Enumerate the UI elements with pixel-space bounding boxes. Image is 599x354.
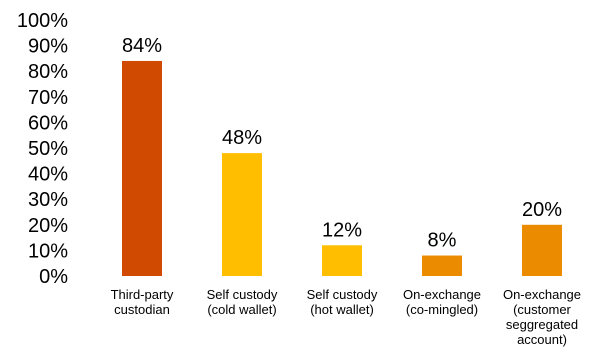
y-tick-label: 40% bbox=[28, 164, 68, 186]
category-label-line: custodian bbox=[114, 302, 170, 317]
y-axis-tick-labels: 0% 10% 20% 30% 40% 50% 60% 70% 80% 90% 100% bbox=[17, 10, 68, 288]
bar bbox=[122, 60, 162, 277]
data-label: 8% bbox=[428, 230, 457, 252]
category-label-line: On-exchange bbox=[403, 287, 481, 302]
category-label-line: account) bbox=[517, 332, 567, 347]
category-label-line: Self custody bbox=[307, 287, 378, 302]
category-label-line: (cold wallet) bbox=[207, 302, 276, 317]
category-label-line: (hot wallet) bbox=[310, 302, 374, 317]
y-tick-label: 20% bbox=[28, 215, 68, 237]
bar bbox=[222, 153, 262, 276]
category-label-line: (co-mingled) bbox=[406, 302, 478, 317]
y-tick-label: 70% bbox=[28, 87, 68, 109]
y-tick-label: 60% bbox=[28, 112, 68, 134]
data-label: 84% bbox=[122, 35, 162, 57]
category-label: Third-party custodian bbox=[111, 287, 174, 317]
y-tick-label: 80% bbox=[28, 61, 68, 83]
category-label-line: Self custody bbox=[207, 287, 278, 302]
data-label: 48% bbox=[222, 127, 262, 149]
y-tick-label: 100% bbox=[17, 10, 68, 32]
bars bbox=[122, 60, 562, 277]
data-label: 12% bbox=[322, 219, 362, 241]
y-tick-label: 50% bbox=[28, 138, 68, 160]
y-tick-label: 90% bbox=[28, 36, 68, 58]
y-tick-label: 10% bbox=[28, 240, 68, 262]
category-label: On-exchange (customer seggregated account) bbox=[503, 287, 581, 347]
data-label: 20% bbox=[522, 199, 562, 221]
bar bbox=[322, 245, 362, 276]
y-tick-label: 30% bbox=[28, 189, 68, 211]
category-label-line: Third-party bbox=[111, 287, 174, 302]
y-tick-label: 0% bbox=[39, 266, 68, 288]
data-labels: 84% 48% 12% 8% 20% bbox=[122, 35, 562, 252]
bar bbox=[522, 224, 562, 276]
category-label-line: On-exchange bbox=[503, 287, 581, 302]
category-label: On-exchange (co-mingled) bbox=[403, 287, 481, 317]
category-label-line: (customer bbox=[513, 302, 571, 317]
bar bbox=[422, 255, 462, 276]
category-label: Self custody (hot wallet) bbox=[307, 287, 378, 317]
category-label: Self custody (cold wallet) bbox=[207, 287, 278, 317]
category-label-line: seggregated bbox=[506, 317, 578, 332]
